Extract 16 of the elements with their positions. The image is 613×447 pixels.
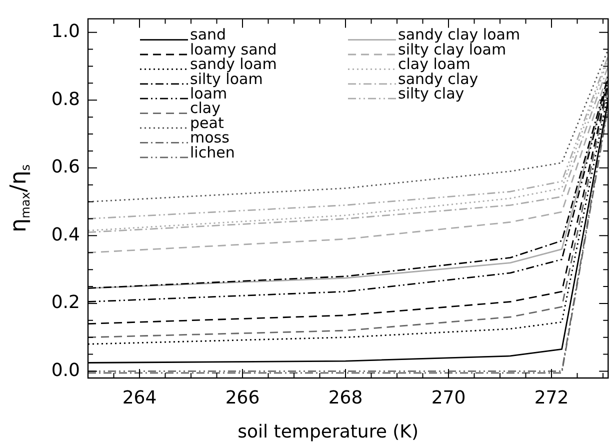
y-axis-title: ηmax/ηs xyxy=(6,164,33,232)
legend-label: sandy clay loam xyxy=(398,26,520,44)
legend-label: clay xyxy=(190,99,221,118)
x-tick-label: 264 xyxy=(122,387,157,408)
y-tick-label: 1.0 xyxy=(51,21,80,42)
x-tick-label: 268 xyxy=(328,387,363,408)
x-tick-label: 270 xyxy=(431,387,466,408)
y-tick-label: 0.0 xyxy=(51,360,80,381)
legend-label: lichen xyxy=(190,143,235,162)
x-tick-label: 266 xyxy=(225,387,260,408)
x-axis-title: soil temperature (K) xyxy=(238,422,418,443)
y-tick-label: 0.4 xyxy=(51,224,80,246)
x-tick-label: 272 xyxy=(534,387,569,408)
y-tick-label: 0.6 xyxy=(51,156,80,178)
y-tick-label: 0.2 xyxy=(51,292,80,314)
y-tick-label: 0.8 xyxy=(51,88,80,110)
